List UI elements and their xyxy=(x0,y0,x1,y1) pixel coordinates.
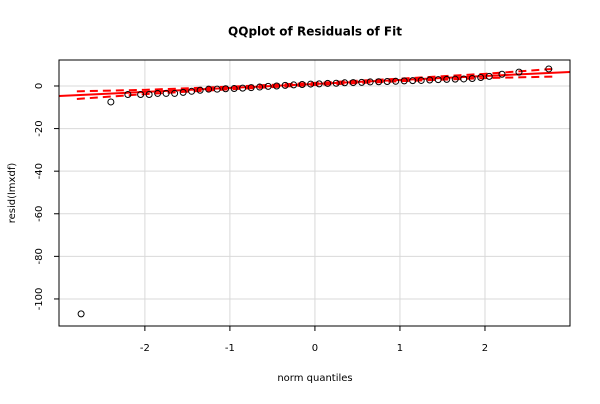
point xyxy=(256,83,264,91)
point xyxy=(273,82,281,90)
point xyxy=(77,310,85,318)
point xyxy=(290,81,298,89)
point xyxy=(383,78,391,86)
point xyxy=(213,85,221,93)
point xyxy=(460,75,468,83)
point xyxy=(324,79,332,87)
y-tick-label: -20 xyxy=(34,120,45,136)
point xyxy=(298,80,306,88)
y-tick-label: 0 xyxy=(34,83,45,89)
point xyxy=(315,80,323,88)
point xyxy=(341,79,349,87)
point xyxy=(485,72,493,80)
plot-area xyxy=(59,65,570,318)
point xyxy=(417,76,425,84)
x-tick-label: 1 xyxy=(397,343,403,354)
point xyxy=(222,85,230,93)
y-tick-label: -100 xyxy=(34,288,45,311)
point xyxy=(400,77,408,85)
point xyxy=(145,91,153,99)
reference-line xyxy=(59,70,570,98)
point xyxy=(281,81,289,89)
point xyxy=(154,89,162,97)
point xyxy=(349,79,357,87)
plot-frame xyxy=(58,59,571,327)
chart-title: QQplot of Residuals of Fit xyxy=(228,25,402,39)
point xyxy=(247,84,255,92)
point xyxy=(107,98,115,106)
point xyxy=(451,75,459,83)
x-tick-label: -1 xyxy=(225,343,235,354)
point xyxy=(307,80,315,88)
x-axis-label: norm quantiles xyxy=(277,373,352,384)
point xyxy=(443,75,451,83)
point xyxy=(124,91,132,99)
point xyxy=(477,73,485,81)
x-tick-label: 2 xyxy=(482,343,488,354)
y-tick-label: -80 xyxy=(34,248,45,264)
y-axis-label: resid(lmxdf) xyxy=(7,163,18,224)
point xyxy=(171,89,179,97)
point xyxy=(162,89,170,97)
point xyxy=(137,91,145,99)
point xyxy=(264,82,272,90)
point xyxy=(375,78,383,86)
point xyxy=(239,84,247,92)
point xyxy=(179,88,187,96)
x-tick-label: -2 xyxy=(140,343,150,354)
x-tick-label: 0 xyxy=(312,343,318,354)
point xyxy=(332,79,340,87)
confidence-band xyxy=(76,67,554,93)
point xyxy=(188,87,196,95)
point xyxy=(426,76,434,84)
point xyxy=(230,85,238,93)
point xyxy=(545,65,553,73)
point xyxy=(409,77,417,85)
point xyxy=(205,85,213,93)
point xyxy=(196,86,204,94)
point xyxy=(392,77,400,85)
y-tick-label: -40 xyxy=(34,163,45,179)
y-tick-label: -60 xyxy=(34,206,45,222)
point xyxy=(468,75,476,83)
confidence-band xyxy=(76,75,554,100)
point xyxy=(358,78,366,86)
point xyxy=(366,78,374,86)
point xyxy=(515,68,523,76)
point xyxy=(498,70,506,78)
point xyxy=(434,76,442,84)
